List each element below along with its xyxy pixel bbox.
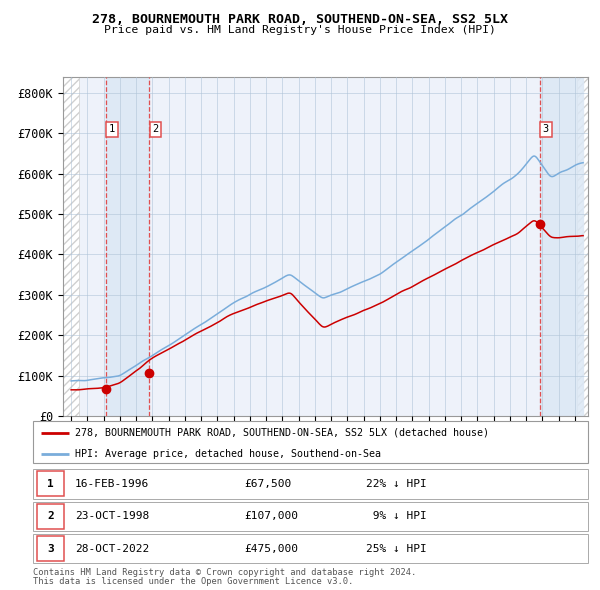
Bar — [63, 77, 79, 416]
Text: 3: 3 — [47, 544, 54, 553]
Text: 23-OCT-1998: 23-OCT-1998 — [74, 512, 149, 521]
Text: 25% ↓ HPI: 25% ↓ HPI — [366, 544, 427, 553]
Text: 278, BOURNEMOUTH PARK ROAD, SOUTHEND-ON-SEA, SS2 5LX (detached house): 278, BOURNEMOUTH PARK ROAD, SOUTHEND-ON-… — [74, 428, 488, 438]
Text: £107,000: £107,000 — [244, 512, 298, 521]
FancyBboxPatch shape — [37, 471, 64, 496]
FancyBboxPatch shape — [37, 504, 64, 529]
Bar — [539, 77, 583, 416]
Bar — [106, 77, 149, 416]
Text: Price paid vs. HM Land Registry's House Price Index (HPI): Price paid vs. HM Land Registry's House … — [104, 25, 496, 35]
FancyBboxPatch shape — [33, 421, 588, 463]
Text: 22% ↓ HPI: 22% ↓ HPI — [366, 479, 427, 489]
FancyBboxPatch shape — [37, 536, 64, 561]
Bar — [577, 77, 588, 416]
Text: 2: 2 — [152, 124, 159, 134]
FancyBboxPatch shape — [33, 469, 588, 499]
Text: 9% ↓ HPI: 9% ↓ HPI — [366, 512, 427, 521]
Text: This data is licensed under the Open Government Licence v3.0.: This data is licensed under the Open Gov… — [33, 577, 353, 586]
Text: 1: 1 — [47, 479, 54, 489]
Text: 3: 3 — [543, 124, 549, 134]
Text: Contains HM Land Registry data © Crown copyright and database right 2024.: Contains HM Land Registry data © Crown c… — [33, 568, 416, 576]
Text: 2: 2 — [47, 512, 54, 521]
FancyBboxPatch shape — [33, 502, 588, 531]
FancyBboxPatch shape — [33, 534, 588, 563]
Text: 278, BOURNEMOUTH PARK ROAD, SOUTHEND-ON-SEA, SS2 5LX: 278, BOURNEMOUTH PARK ROAD, SOUTHEND-ON-… — [92, 13, 508, 26]
Text: HPI: Average price, detached house, Southend-on-Sea: HPI: Average price, detached house, Sout… — [74, 449, 380, 459]
Text: £67,500: £67,500 — [244, 479, 291, 489]
Text: £475,000: £475,000 — [244, 544, 298, 553]
Text: 16-FEB-1996: 16-FEB-1996 — [74, 479, 149, 489]
Text: 28-OCT-2022: 28-OCT-2022 — [74, 544, 149, 553]
Text: 1: 1 — [109, 124, 115, 134]
